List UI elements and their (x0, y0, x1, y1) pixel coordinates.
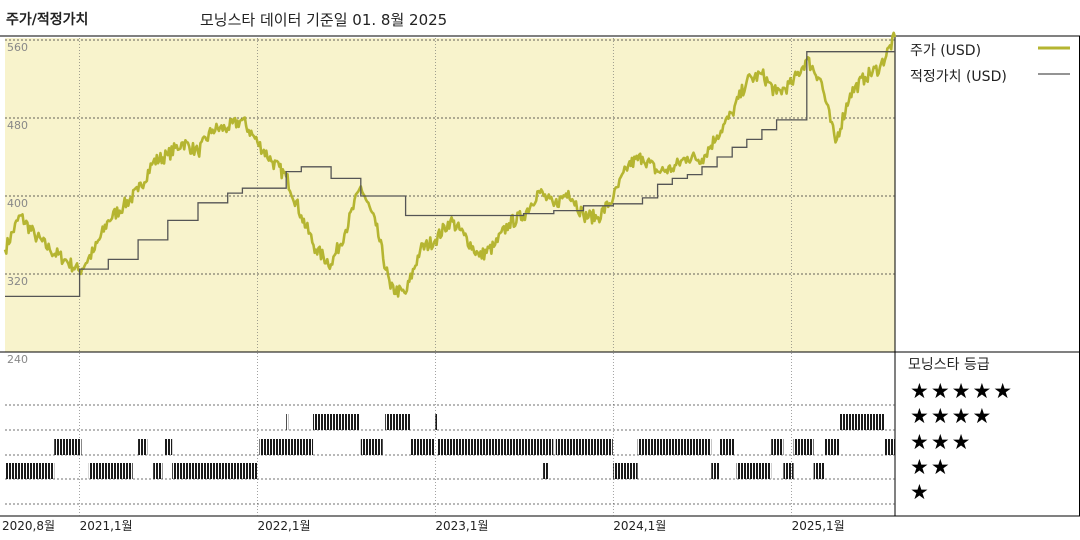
chart-header-title: 주가/적정가치 (6, 12, 89, 28)
rating-period-bar (164, 439, 173, 455)
chart-header-subtitle: 모닝스타 데이터 기준일 01. 8월 2025 (200, 11, 448, 29)
rating-period-bar (88, 463, 133, 479)
rating-level-3-stars: ★★★ (910, 430, 973, 454)
rating-period-bar (637, 439, 712, 455)
rating-period-bar (613, 463, 638, 479)
legend-fair-label: 적정가치 (USD) (910, 69, 1007, 85)
y-tick-label: 400 (7, 197, 28, 210)
rating-period-bar (884, 439, 895, 455)
rating-period-bar (813, 463, 825, 479)
rating-period-bar (259, 439, 314, 455)
rating-level-2-stars: ★★ (910, 455, 952, 479)
rating-period-bar (360, 439, 383, 455)
rating-period-bar (410, 439, 435, 455)
fair-value-series-line (5, 51, 895, 298)
plot-area-background (5, 38, 895, 352)
x-tick-label: 2024,1월 (613, 519, 666, 533)
rating-period-bar (172, 463, 257, 479)
x-tick-label: 2022,1월 (257, 519, 310, 533)
price-series-line (3, 31, 897, 298)
rating-period-bar (313, 414, 360, 430)
rating-title: 모닝스타 등급 (908, 357, 990, 373)
rating-period-bar (54, 439, 82, 455)
rating-period-bar (839, 414, 885, 430)
x-tick-label: 2025,1월 (792, 519, 845, 533)
rating-period-bar (138, 439, 148, 455)
rating-period-bar (736, 463, 772, 479)
rating-level-1-stars: ★ (910, 480, 931, 504)
rating-period-bar (719, 439, 735, 455)
rating-period-bar (385, 414, 411, 430)
x-tick-label: 2023,1월 (435, 519, 488, 533)
y-tick-label: 560 (7, 41, 28, 54)
x-tick-label: 2020,8월 (2, 519, 55, 533)
y-tick-label: 480 (7, 119, 28, 132)
rating-period-bar (711, 463, 720, 479)
rating-period-bar (824, 439, 840, 455)
rating-period-bar (543, 463, 548, 479)
rating-period-bar (771, 439, 784, 455)
rating-period-bar (555, 439, 613, 455)
rating-period-bar (435, 414, 438, 430)
rating-period-bar (783, 463, 794, 479)
x-tick-label: 2021,1월 (80, 519, 133, 533)
rating-level-4-stars: ★★★★ (910, 404, 994, 428)
rating-period-bar (153, 463, 163, 479)
y-tick-label: 320 (7, 275, 28, 288)
rating-level-5-stars: ★★★★★ (910, 379, 1015, 403)
rating-period-bar (5, 463, 55, 479)
rating-period-bar (286, 414, 289, 430)
rating-period-bar (793, 439, 814, 455)
rating-period-bar (437, 439, 554, 455)
y-tick-label: 240 (7, 353, 28, 366)
legend-price-label: 주가 (USD) (910, 43, 982, 59)
